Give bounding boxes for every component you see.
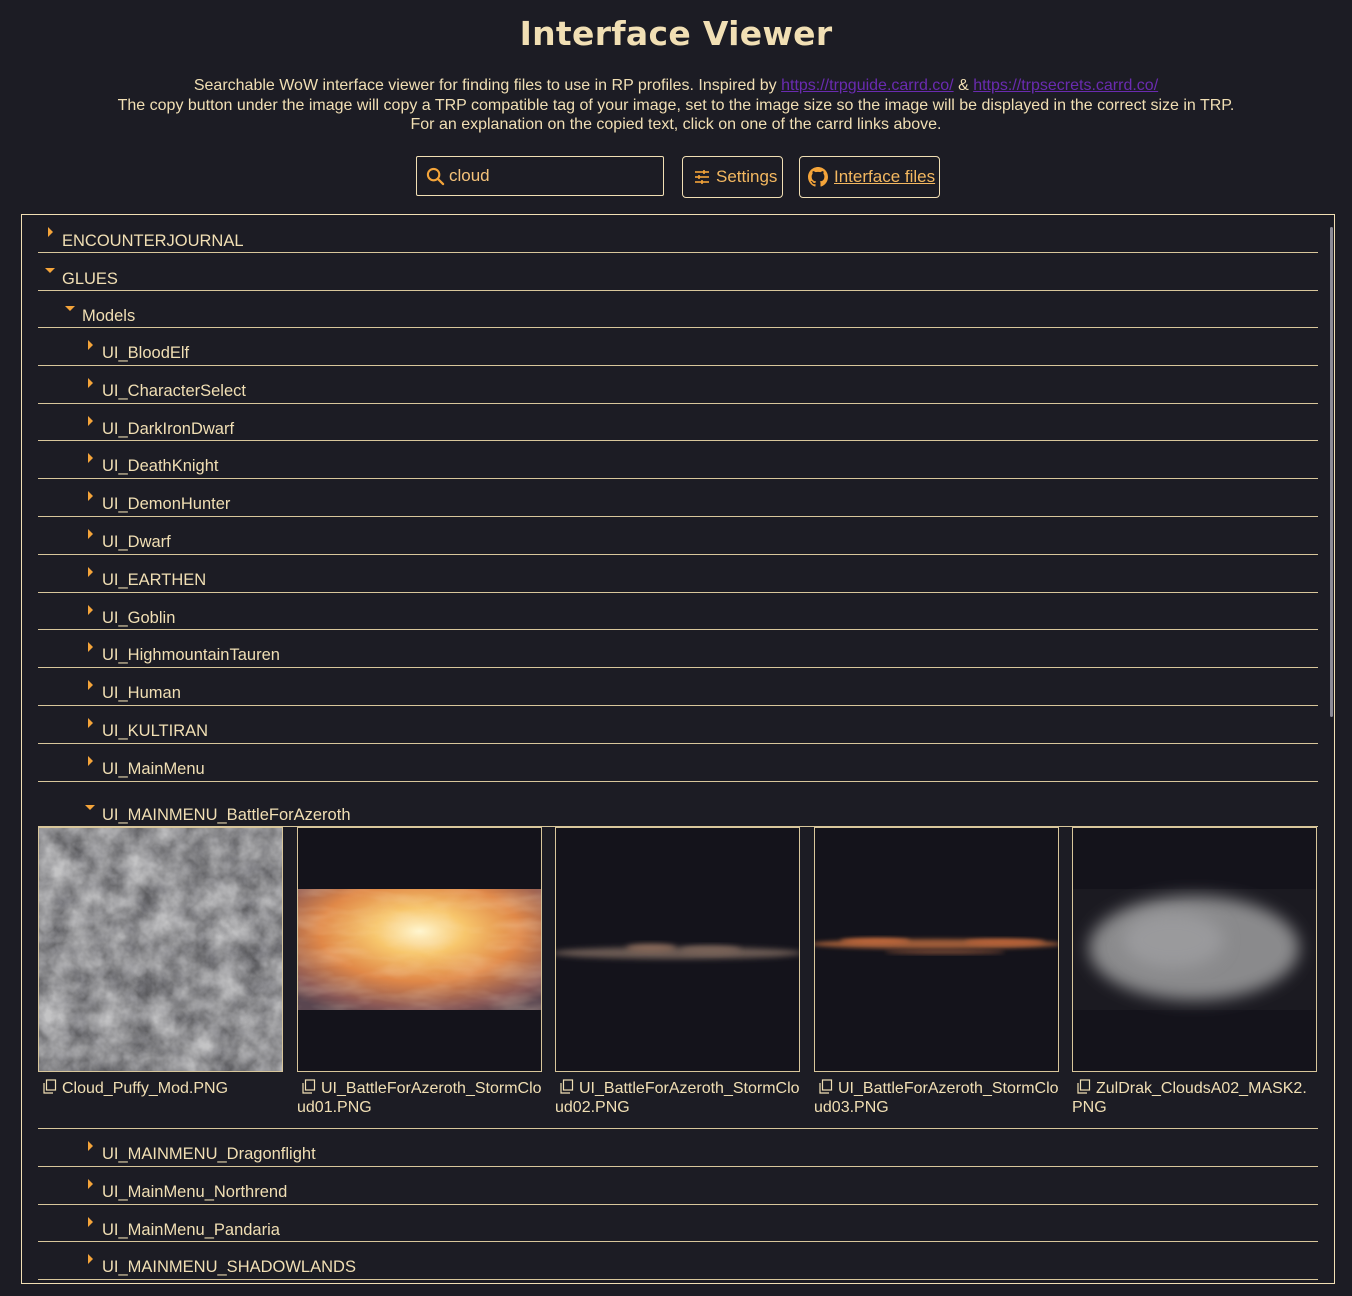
file-name: Cloud_Puffy_Mod.PNG — [62, 1080, 229, 1097]
caret-down-icon — [65, 306, 75, 311]
thumbnail-blurred-cloud-mask[interactable] — [1072, 827, 1317, 1072]
tree-folder-label: UI_MAINMENU_SHADOWLANDS — [102, 1258, 356, 1277]
tree-folder-label: UI_Human — [102, 684, 181, 703]
intro-line-3: For an explanation on the copied text, c… — [410, 116, 942, 133]
trpsecrets-link[interactable]: https://trpsecrets.carrd.co/ — [973, 77, 1159, 94]
copy-icon[interactable] — [1076, 1079, 1091, 1094]
tree-folder-label: UI_EARTHEN — [102, 570, 207, 589]
tree-folder-item[interactable]: UI_MAINMENU_Dragonflight — [38, 1129, 1318, 1167]
tree-folder-item[interactable]: UI_MainMenu — [38, 744, 1318, 782]
tree-folder-label: UI_MainMenu_Pandaria — [102, 1220, 280, 1239]
tree-folder-item[interactable]: UI_Human — [38, 668, 1318, 706]
caret-right-icon — [88, 1216, 93, 1227]
caret-right-icon — [88, 566, 93, 577]
file-tile: UI_BattleForAzeroth_StormCloud02.PNG — [555, 827, 800, 1117]
thumbnail-sunset-clouds[interactable] — [297, 827, 542, 1072]
search-box[interactable] — [416, 156, 664, 196]
tree-folder-label: UI_HighmountainTauren — [102, 646, 280, 665]
caret-right-icon — [88, 415, 93, 426]
controls-bar: Settings Interface files — [0, 156, 1352, 198]
caret-right-icon — [88, 718, 93, 728]
intro-line-2: The copy button under the image will cop… — [117, 96, 1235, 114]
caret-right-icon — [88, 755, 93, 766]
caret-right-icon — [88, 1141, 93, 1151]
caret-right-icon — [88, 491, 93, 502]
tree-folder-item[interactable]: UI_HighmountainTauren — [38, 630, 1318, 669]
thumbnail-puffy-clouds[interactable] — [38, 827, 283, 1072]
caret-right-icon — [88, 340, 93, 350]
file-tile: Cloud_Puffy_Mod.PNG — [38, 827, 283, 1098]
caret-down-icon — [45, 268, 55, 273]
caret-right-icon — [88, 1178, 93, 1189]
tree-folder-label: UI_MainMenu — [102, 759, 205, 778]
interface-files-button[interactable]: Interface files — [799, 156, 940, 198]
tree-folder-item[interactable]: UI_MainMenu_Northrend — [38, 1167, 1318, 1205]
copy-icon[interactable] — [301, 1079, 316, 1094]
tree-folder-label: UI_MAINMENU_Dragonflight — [102, 1145, 316, 1163]
copy-icon[interactable] — [818, 1079, 833, 1094]
file-grid: Cloud_Puffy_Mod.PNG — [38, 827, 1318, 1129]
tree-folder-label: UI_DemonHunter — [102, 495, 231, 514]
tree-folder-label: UI_DarkIronDwarf — [102, 419, 235, 438]
tree-folder-item[interactable]: UI_Goblin — [38, 593, 1318, 631]
tree-folder-encounterjournal[interactable]: ENCOUNTERJOURNAL — [38, 215, 1318, 253]
file-name: UI_BattleForAzeroth_StormCloud03.PNG — [814, 1080, 1059, 1116]
search-input[interactable] — [449, 163, 649, 189]
intro-line-1: Searchable WoW interface viewer for find… — [193, 77, 1159, 94]
intro-text: Searchable WoW interface viewer for find… — [0, 76, 1352, 135]
caret-right-icon — [88, 529, 93, 539]
tree-folder-glues[interactable]: GLUES — [38, 253, 1318, 291]
caret-right-icon — [48, 227, 53, 237]
scrollbar-thumb[interactable] — [1330, 227, 1333, 717]
file-name: ZulDrak_CloudsA02_MASK2.PNG — [1072, 1080, 1307, 1116]
tree-folder-item[interactable]: UI_BloodElf — [38, 328, 1318, 366]
tree-folder-label: UI_DeathKnight — [102, 457, 219, 476]
search-icon — [426, 167, 445, 186]
tree-folder-models[interactable]: Models — [38, 291, 1318, 328]
settings-button[interactable]: Settings — [682, 156, 783, 198]
caret-right-icon — [88, 604, 93, 615]
tree-folder-item[interactable]: UI_Dwarf — [38, 517, 1318, 555]
file-tile: UI_BattleForAzeroth_StormCloud03.PNG — [814, 827, 1059, 1117]
tree-folder-item[interactable]: UI_CharacterSelect — [38, 366, 1318, 404]
trpguide-link[interactable]: https://trpguide.carrd.co/ — [781, 77, 954, 94]
settings-label: Settings — [716, 167, 778, 186]
tree-folder-item[interactable]: UI_DarkIronDwarf — [38, 404, 1318, 442]
thumbnail-orange-cloud-band[interactable] — [814, 827, 1059, 1072]
copy-icon[interactable] — [559, 1079, 574, 1094]
github-icon — [808, 167, 828, 187]
tree-folder-item[interactable]: UI_DeathKnight — [38, 441, 1318, 480]
copy-icon[interactable] — [42, 1079, 57, 1094]
tree-folder-item[interactable]: UI_EARTHEN — [38, 555, 1318, 593]
tree-folder-label: UI_Goblin — [102, 608, 176, 627]
file-name: UI_BattleForAzeroth_StormCloud01.PNG — [297, 1080, 542, 1116]
caret-right-icon — [88, 377, 93, 388]
file-tile: ZulDrak_CloudsA02_MASK2.PNG — [1072, 827, 1317, 1117]
file-tree-panel[interactable]: ENCOUNTERJOURNAL GLUES Models UI_BloodEl… — [21, 214, 1335, 1284]
file-name: UI_BattleForAzeroth_StormCloud02.PNG — [555, 1080, 800, 1116]
caret-right-icon — [88, 642, 93, 653]
caret-right-icon — [88, 453, 93, 464]
tree-folder-label: UI_Dwarf — [102, 533, 171, 551]
caret-right-icon — [88, 680, 93, 691]
tree-folder-ui-mainmenu-battleforazeroth[interactable]: UI_MAINMENU_BattleForAzeroth — [38, 790, 1318, 827]
file-tile: UI_BattleForAzeroth_StormCloud01.PNG — [297, 827, 542, 1117]
tree-folder-item[interactable]: UI_MainMenu_Pandaria — [38, 1205, 1318, 1243]
interface-files-label: Interface files — [834, 167, 936, 186]
tree-folder-label: UI_BloodElf — [102, 344, 190, 362]
sliders-icon — [695, 170, 709, 184]
caret-right-icon — [88, 1254, 93, 1265]
tree-folder-label: UI_KULTIRAN — [102, 722, 209, 740]
thumbnail-thin-cloud-band[interactable] — [555, 827, 800, 1072]
tree-folder-item[interactable]: UI_KULTIRAN — [38, 706, 1318, 744]
tree-folder-label: UI_CharacterSelect — [102, 381, 246, 400]
tree-folder-item[interactable]: UI_DemonHunter — [38, 479, 1318, 517]
page-title: Interface Viewer — [519, 14, 833, 53]
tree-folder-label: UI_MainMenu_Northrend — [102, 1182, 288, 1201]
tree-folder-item[interactable]: UI_MAINMENU_SHADOWLANDS — [38, 1242, 1318, 1281]
caret-down-icon — [85, 805, 95, 810]
